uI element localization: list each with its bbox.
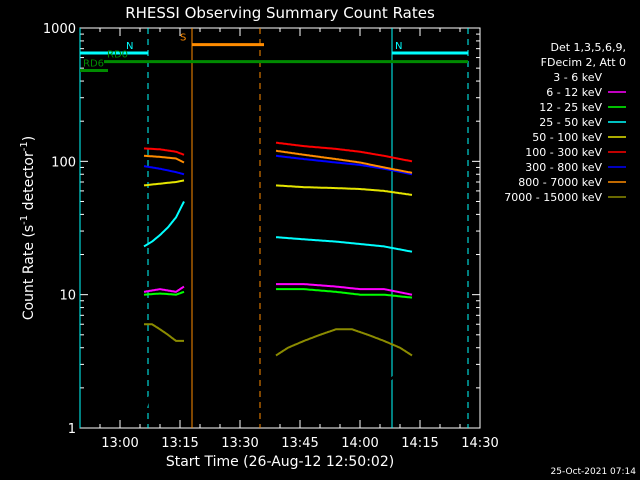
legend-label: 25 - 50 keV bbox=[539, 116, 602, 129]
series-line bbox=[275, 154, 413, 176]
flag-label: N bbox=[126, 41, 133, 52]
series-line bbox=[275, 149, 413, 174]
y-axis-label-part: detector bbox=[21, 151, 37, 215]
chart-title: RHESSI Observing Summary Count Rates bbox=[125, 4, 435, 22]
series-line bbox=[276, 236, 413, 253]
timestamp: 25-Oct-2021 07:14 bbox=[551, 467, 637, 477]
series-line bbox=[276, 288, 413, 299]
x-tick-label: 13:45 bbox=[281, 436, 318, 451]
series-lines bbox=[143, 141, 413, 418]
legend-label: 50 - 100 keV bbox=[532, 131, 602, 144]
x-tick-label: 14:15 bbox=[401, 436, 438, 451]
legend-header: FDecim 2, Att 0 bbox=[541, 56, 626, 69]
x-tick-label: 13:00 bbox=[101, 436, 138, 451]
x-tick-label: 13:30 bbox=[221, 436, 258, 451]
series-line bbox=[144, 323, 184, 342]
y-axis-label-superscript: -1 bbox=[19, 215, 30, 225]
y-axis-label-part: ) bbox=[21, 136, 37, 141]
vertical-markers bbox=[79, 28, 469, 428]
series-line bbox=[276, 283, 413, 296]
series-line bbox=[275, 141, 413, 163]
series-line bbox=[143, 290, 185, 296]
y-tick-label: 1 bbox=[68, 422, 76, 437]
flag-label: RD6 bbox=[83, 59, 104, 70]
legend-label: 300 - 800 keV bbox=[525, 161, 602, 174]
legend-label: 800 - 7000 keV bbox=[518, 176, 602, 189]
flag-label: RD0 bbox=[107, 50, 128, 61]
series-line bbox=[143, 165, 185, 176]
y-tick-label: 10 bbox=[59, 289, 76, 304]
series-line bbox=[143, 285, 185, 293]
legend-label: 6 - 12 keV bbox=[546, 86, 602, 99]
legend: Det 1,3,5,6,9, FDecim 2, Att 0 3 - 6 keV 6 … bbox=[504, 41, 626, 204]
x-axis-label: Start Time (26-Aug-12 12:50:02) bbox=[166, 454, 394, 470]
legend-label: 7000 - 15000 keV bbox=[504, 191, 602, 204]
series-line bbox=[143, 179, 185, 187]
y-tick-label: 100 bbox=[51, 155, 76, 170]
y-tick-labels: 1 10 100 1000 bbox=[43, 22, 76, 437]
legend-label: 3 - 6 keV bbox=[553, 71, 602, 84]
x-tick-label: 14:00 bbox=[341, 436, 378, 451]
y-tick-label: 1000 bbox=[43, 22, 76, 37]
axis-ticks bbox=[79, 27, 481, 429]
flag-label: S bbox=[180, 33, 186, 44]
series-line bbox=[275, 184, 413, 196]
series-line bbox=[275, 367, 412, 406]
y-axis-label-part: Count Rate (s bbox=[21, 225, 37, 320]
y-axis-label: Count Rate (s-1 detector-1) bbox=[19, 136, 37, 320]
series-line bbox=[143, 154, 185, 164]
x-tick-label: 13:15 bbox=[161, 436, 198, 451]
flag-label: N bbox=[395, 41, 402, 52]
series-line bbox=[275, 328, 413, 357]
series-line bbox=[143, 201, 185, 248]
series-line bbox=[143, 367, 185, 418]
x-tick-labels: 13:00 13:15 13:30 13:45 14:00 14:15 14:30 bbox=[101, 436, 498, 451]
legend-header: Det 1,3,5,6,9, bbox=[550, 41, 626, 54]
series-line bbox=[143, 147, 185, 156]
legend-label: 100 - 300 keV bbox=[525, 146, 602, 159]
y-axis-label-superscript: -1 bbox=[19, 141, 30, 151]
legend-label: 12 - 25 keV bbox=[539, 101, 602, 114]
x-tick-label: 14:30 bbox=[461, 436, 498, 451]
